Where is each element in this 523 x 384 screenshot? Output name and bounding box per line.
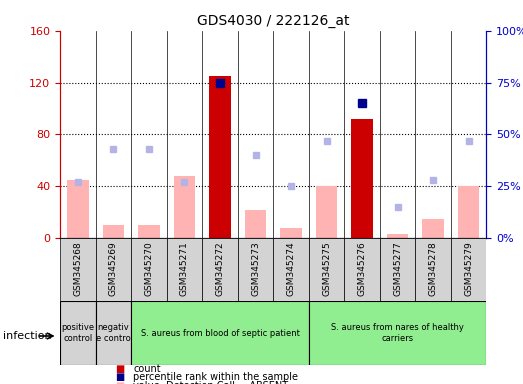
Bar bbox=[280, 228, 302, 238]
Bar bbox=[458, 186, 479, 238]
Bar bbox=[238, 238, 274, 301]
Bar bbox=[103, 225, 124, 238]
Bar bbox=[387, 234, 408, 238]
Bar bbox=[316, 186, 337, 238]
Text: count: count bbox=[133, 364, 161, 374]
Bar bbox=[423, 218, 444, 238]
Text: value, Detection Call = ABSENT: value, Detection Call = ABSENT bbox=[133, 381, 289, 384]
Bar bbox=[138, 225, 160, 238]
Bar bbox=[174, 176, 195, 238]
Text: GSM345275: GSM345275 bbox=[322, 241, 331, 296]
Bar bbox=[415, 238, 451, 301]
Text: infection: infection bbox=[3, 331, 51, 341]
Bar bbox=[344, 238, 380, 301]
Bar bbox=[309, 238, 344, 301]
Text: percentile rank within the sample: percentile rank within the sample bbox=[133, 372, 298, 382]
Bar bbox=[167, 238, 202, 301]
Text: GSM345269: GSM345269 bbox=[109, 241, 118, 296]
Bar bbox=[131, 238, 167, 301]
Text: GSM345278: GSM345278 bbox=[429, 241, 438, 296]
Bar bbox=[60, 238, 96, 301]
Bar bbox=[351, 119, 373, 238]
Text: GSM345271: GSM345271 bbox=[180, 241, 189, 296]
Text: GSM345276: GSM345276 bbox=[358, 241, 367, 296]
Bar bbox=[209, 76, 231, 238]
Text: ■: ■ bbox=[115, 364, 124, 374]
Bar bbox=[67, 180, 88, 238]
Text: negativ
e contro: negativ e contro bbox=[96, 323, 131, 343]
Text: GSM345274: GSM345274 bbox=[287, 241, 295, 296]
Text: GSM345273: GSM345273 bbox=[251, 241, 260, 296]
Bar bbox=[380, 238, 415, 301]
Text: positive
control: positive control bbox=[61, 323, 95, 343]
Text: GSM345279: GSM345279 bbox=[464, 241, 473, 296]
Bar bbox=[274, 238, 309, 301]
Bar bbox=[245, 210, 266, 238]
Bar bbox=[131, 301, 309, 365]
Bar bbox=[96, 238, 131, 301]
Text: ■: ■ bbox=[115, 372, 124, 382]
Text: GSM345272: GSM345272 bbox=[215, 241, 224, 296]
Title: GDS4030 / 222126_at: GDS4030 / 222126_at bbox=[197, 14, 349, 28]
Bar bbox=[60, 301, 96, 365]
Bar bbox=[202, 238, 238, 301]
Text: ■: ■ bbox=[115, 381, 124, 384]
Text: S. aureus from nares of healthy
carriers: S. aureus from nares of healthy carriers bbox=[331, 323, 464, 343]
Bar bbox=[96, 301, 131, 365]
Text: S. aureus from blood of septic patient: S. aureus from blood of septic patient bbox=[141, 329, 300, 338]
Text: GSM345277: GSM345277 bbox=[393, 241, 402, 296]
Bar bbox=[451, 238, 486, 301]
Text: GSM345268: GSM345268 bbox=[73, 241, 83, 296]
Bar bbox=[309, 301, 486, 365]
Text: GSM345270: GSM345270 bbox=[144, 241, 153, 296]
